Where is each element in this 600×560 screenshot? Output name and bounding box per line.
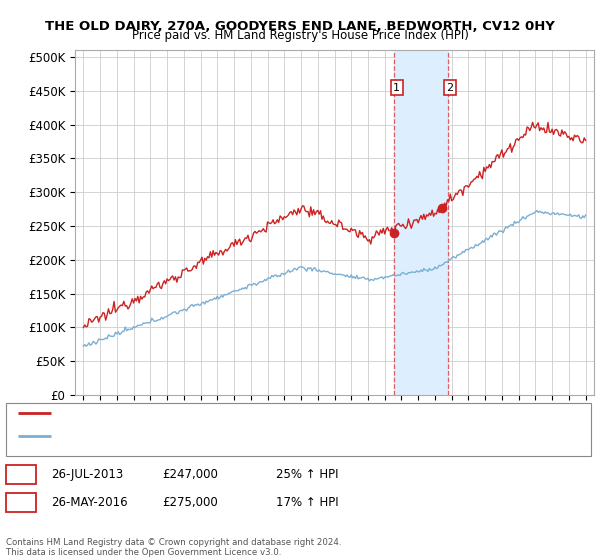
Text: THE OLD DAIRY, 270A, GOODYERS END LANE, BEDWORTH, CV12 0HY: THE OLD DAIRY, 270A, GOODYERS END LANE, … (45, 20, 555, 32)
Text: 26-MAY-2016: 26-MAY-2016 (51, 496, 128, 510)
Text: HPI: Average price, detached house, Nuneaton and Bedworth: HPI: Average price, detached house, Nune… (57, 431, 357, 441)
Text: THE OLD DAIRY, 270A, GOODYERS END LANE, BEDWORTH, CV12 0HY (detached house): THE OLD DAIRY, 270A, GOODYERS END LANE, … (57, 408, 485, 418)
Text: 17% ↑ HPI: 17% ↑ HPI (276, 496, 338, 510)
Text: 25% ↑ HPI: 25% ↑ HPI (276, 468, 338, 482)
Text: £247,000: £247,000 (162, 468, 218, 482)
Text: Price paid vs. HM Land Registry's House Price Index (HPI): Price paid vs. HM Land Registry's House … (131, 29, 469, 42)
Text: 26-JUL-2013: 26-JUL-2013 (51, 468, 123, 482)
Text: 1: 1 (393, 82, 400, 92)
Text: £275,000: £275,000 (162, 496, 218, 510)
Text: 1: 1 (17, 468, 25, 482)
Text: 2: 2 (446, 82, 454, 92)
Bar (394, 50, 448, 395)
Text: Contains HM Land Registry data © Crown copyright and database right 2024.
This d: Contains HM Land Registry data © Crown c… (6, 538, 341, 557)
Text: 2: 2 (17, 496, 25, 510)
